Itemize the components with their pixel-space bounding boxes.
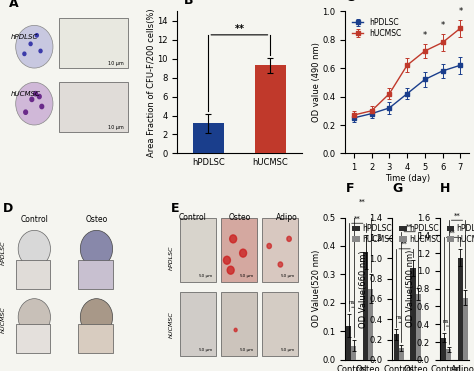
- Text: **: **: [401, 241, 408, 247]
- Circle shape: [223, 256, 230, 264]
- Y-axis label: Area Fraction of CFU-F/200 cells(%): Area Fraction of CFU-F/200 cells(%): [146, 8, 155, 157]
- Text: **: **: [406, 224, 413, 230]
- Text: 10 μm: 10 μm: [108, 125, 124, 130]
- Bar: [59, 18, 128, 68]
- Circle shape: [80, 230, 113, 267]
- Bar: [221, 217, 257, 282]
- Bar: [262, 217, 298, 282]
- Circle shape: [39, 49, 42, 53]
- Bar: [180, 217, 216, 282]
- Legend: hPDLSC, hUCMSC: hPDLSC, hUCMSC: [349, 221, 397, 247]
- Text: hPDLSC: hPDLSC: [11, 34, 38, 40]
- Text: **: **: [359, 198, 365, 204]
- Circle shape: [230, 235, 237, 243]
- Text: 50 μm: 50 μm: [240, 274, 253, 278]
- Circle shape: [36, 34, 38, 37]
- Bar: [16, 324, 51, 353]
- Circle shape: [16, 82, 53, 125]
- Circle shape: [267, 243, 272, 249]
- Circle shape: [24, 110, 27, 114]
- Circle shape: [227, 266, 234, 274]
- Bar: [78, 260, 113, 289]
- Bar: [193, 123, 224, 154]
- Circle shape: [23, 52, 26, 56]
- Circle shape: [34, 92, 37, 96]
- Bar: [399, 348, 404, 360]
- Text: hUCMSC: hUCMSC: [11, 91, 41, 97]
- Text: Control: Control: [20, 215, 48, 224]
- Text: C: C: [345, 0, 354, 4]
- Text: Osteo: Osteo: [85, 215, 108, 224]
- Text: hUCMSC: hUCMSC: [1, 307, 6, 334]
- Bar: [363, 252, 368, 360]
- Circle shape: [40, 104, 44, 109]
- Circle shape: [37, 94, 41, 99]
- Text: E: E: [171, 202, 180, 215]
- Bar: [394, 334, 399, 360]
- Text: 50 μm: 50 μm: [281, 274, 294, 278]
- X-axis label: Time (day): Time (day): [384, 174, 430, 183]
- Text: 50 μm: 50 μm: [240, 348, 253, 352]
- Text: **: **: [448, 229, 456, 236]
- Bar: [410, 268, 416, 360]
- Circle shape: [18, 299, 51, 336]
- Circle shape: [80, 299, 113, 336]
- Y-axis label: OD Value(660 nm): OD Value(660 nm): [359, 250, 368, 328]
- Bar: [446, 349, 451, 360]
- Bar: [346, 326, 351, 360]
- Text: H: H: [440, 182, 451, 195]
- Legend: hPDLSC, hUCMSC: hPDLSC, hUCMSC: [444, 221, 474, 247]
- Text: **: **: [454, 212, 460, 219]
- Bar: [262, 292, 298, 355]
- Circle shape: [287, 236, 292, 242]
- Text: Adipo: Adipo: [276, 213, 298, 222]
- Circle shape: [16, 25, 53, 68]
- Text: *: *: [423, 31, 427, 40]
- Text: A: A: [9, 0, 18, 10]
- Text: F: F: [346, 182, 354, 195]
- Y-axis label: OD value (490 nm): OD value (490 nm): [311, 42, 320, 122]
- Circle shape: [278, 262, 283, 267]
- Text: D: D: [3, 202, 14, 215]
- Text: Control: Control: [178, 213, 206, 222]
- Bar: [221, 292, 257, 355]
- Circle shape: [234, 328, 237, 332]
- Text: ns: ns: [348, 301, 355, 305]
- Bar: [368, 289, 373, 360]
- Text: **: **: [354, 216, 361, 221]
- Text: **: **: [234, 24, 245, 34]
- Text: ns: ns: [443, 319, 449, 324]
- Y-axis label: OD Value(500 nm): OD Value(500 nm): [406, 250, 415, 327]
- Text: 50 μm: 50 μm: [199, 274, 212, 278]
- Circle shape: [30, 97, 34, 102]
- Text: G: G: [393, 182, 403, 195]
- Bar: [255, 65, 286, 154]
- Text: *: *: [440, 21, 445, 30]
- Circle shape: [18, 230, 51, 267]
- Text: ns: ns: [395, 315, 402, 321]
- Bar: [59, 82, 128, 132]
- Bar: [416, 294, 420, 360]
- Legend: hPDLSC, hUCMSC: hPDLSC, hUCMSC: [349, 15, 405, 40]
- Y-axis label: OD Value(520 nm): OD Value(520 nm): [311, 250, 320, 327]
- Bar: [16, 260, 51, 289]
- Text: 10 μm: 10 μm: [108, 61, 124, 66]
- Bar: [441, 338, 446, 360]
- Text: hPDLSC: hPDLSC: [169, 245, 173, 270]
- Legend: hPDLSC, hUCMSC: hPDLSC, hUCMSC: [396, 221, 445, 247]
- Circle shape: [240, 249, 246, 257]
- Circle shape: [29, 42, 32, 46]
- Text: *: *: [458, 7, 463, 16]
- Bar: [458, 257, 463, 360]
- Text: hPDLSC: hPDLSC: [1, 241, 6, 265]
- Text: hUCMSC: hUCMSC: [169, 311, 173, 338]
- Bar: [180, 292, 216, 355]
- Text: B: B: [183, 0, 193, 7]
- Text: 50 μm: 50 μm: [281, 348, 294, 352]
- Bar: [351, 346, 356, 360]
- Text: Osteo: Osteo: [228, 213, 250, 222]
- Text: 50 μm: 50 μm: [199, 348, 212, 352]
- Bar: [463, 298, 468, 360]
- Bar: [78, 324, 113, 353]
